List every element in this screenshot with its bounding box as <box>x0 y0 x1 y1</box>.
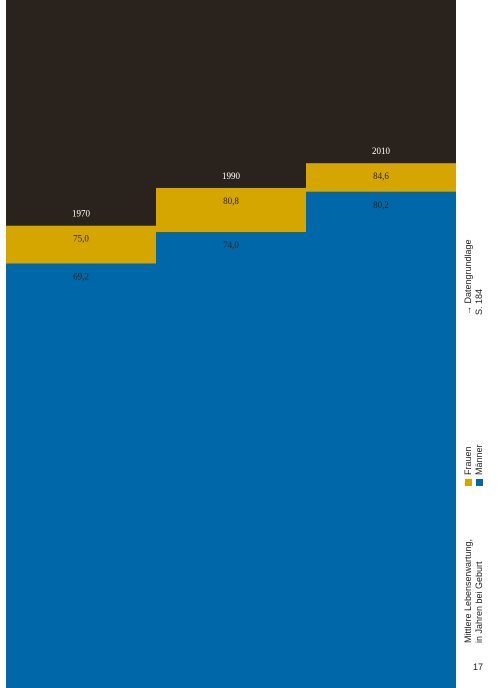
data-reference-page: S. 184 <box>474 288 484 315</box>
data-reference-link[interactable]: → Datengrundlage <box>463 239 473 315</box>
legend: Frauen Männer <box>463 444 485 486</box>
value-label-frauen-1990: 80,8 <box>223 196 239 206</box>
chart-title-block: Mittlere Lebenserwartung, in Jahren bei … <box>463 539 485 643</box>
value-label-maenner-1990: 74,0 <box>223 240 239 250</box>
value-label-frauen-1970: 75,0 <box>73 234 89 244</box>
value-label-maenner-1970: 69,2 <box>73 272 89 282</box>
legend-item-maenner: Männer <box>474 444 485 486</box>
bar-frauen-2010 <box>306 163 456 192</box>
legend-swatch-frauen <box>465 479 472 486</box>
value-label-maenner-2010: 80,2 <box>373 200 389 210</box>
year-label-1970: 1970 <box>72 209 91 219</box>
chart: 1970 75,0 69,2 1990 80,8 74,0 2010 84,6 80,2 <box>6 0 456 688</box>
bar-maenner-1970 <box>6 263 156 688</box>
page-number: 17 <box>473 662 484 672</box>
year-label-1990: 1990 <box>222 171 241 181</box>
chart-subtitle: in Jahren bei Geburt <box>474 561 484 643</box>
bar-frauen-1990 <box>156 187 306 233</box>
bar-maenner-2010 <box>306 191 456 688</box>
legend-item-frauen: Frauen <box>463 444 474 486</box>
bar-frauen-1970 <box>6 225 156 264</box>
bar-maenner-1990 <box>156 232 306 688</box>
value-label-frauen-2010: 84,6 <box>373 171 389 181</box>
legend-label-frauen: Frauen <box>463 446 473 475</box>
year-label-2010: 2010 <box>372 146 391 156</box>
chart-title: Mittlere Lebenserwartung, <box>463 538 473 643</box>
legend-swatch-maenner <box>476 479 483 486</box>
data-reference: → Datengrundlage S. 184 <box>463 239 485 315</box>
legend-label-maenner: Männer <box>474 444 484 475</box>
